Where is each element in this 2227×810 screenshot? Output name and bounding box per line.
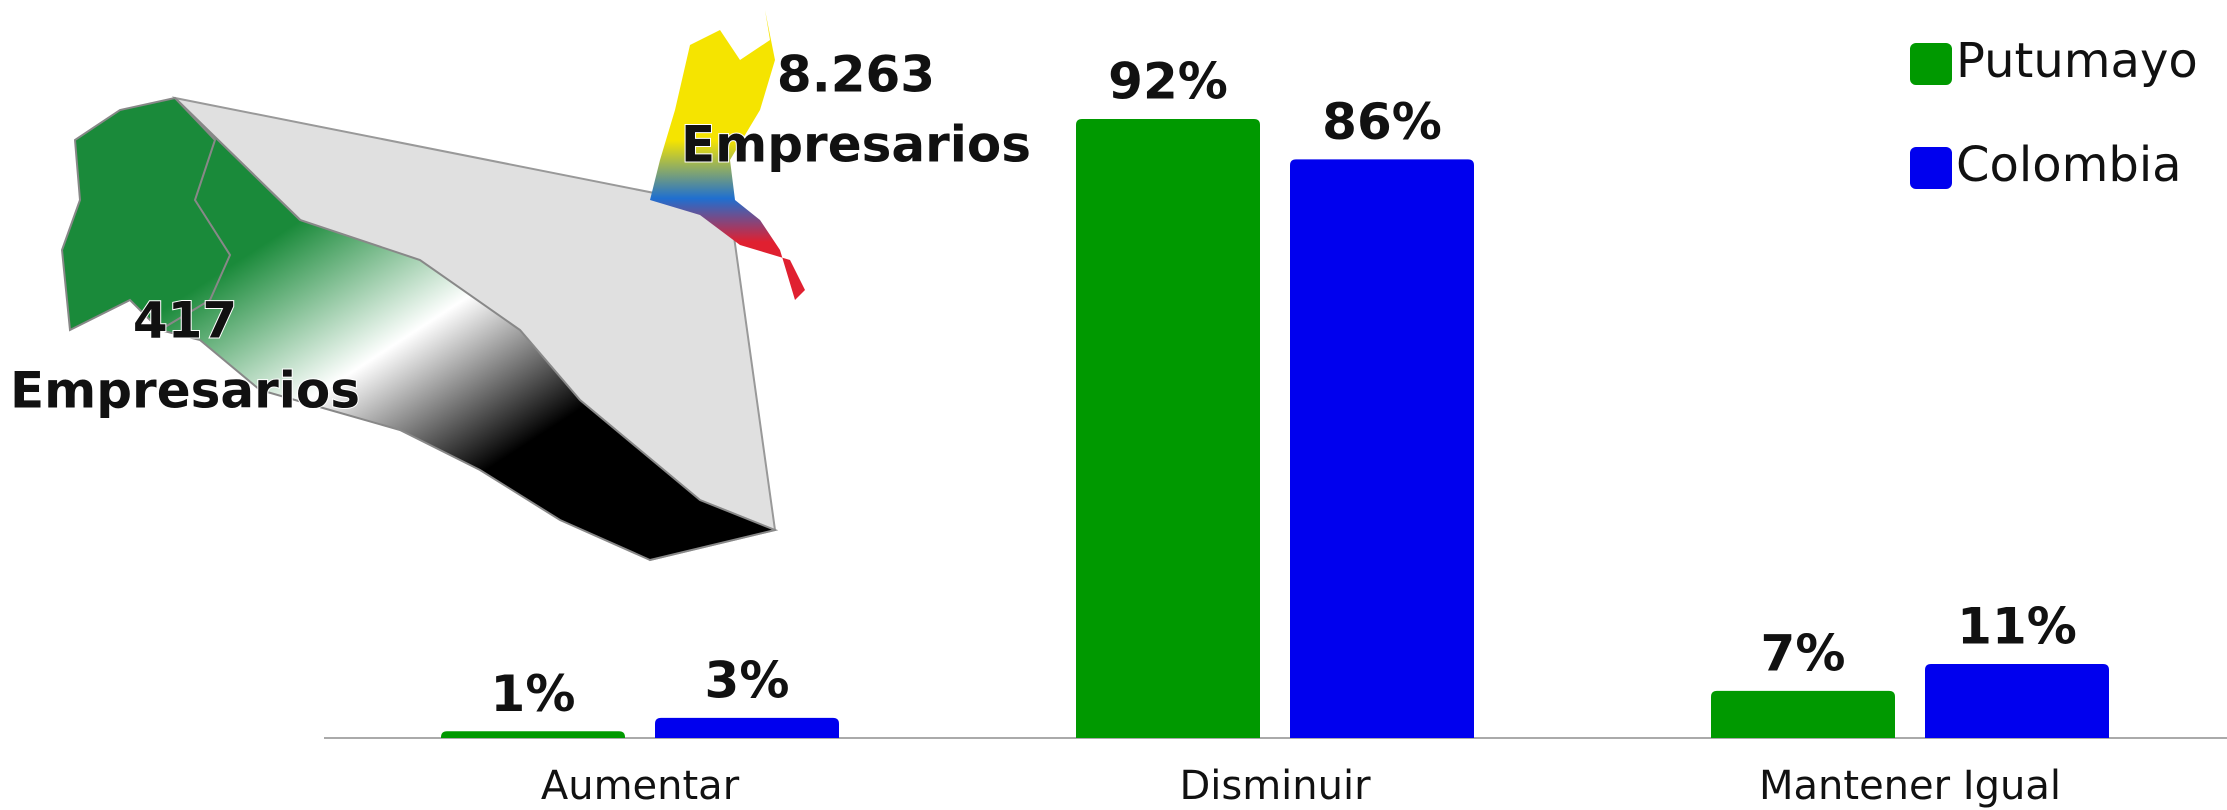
value-label: 7% [1761, 624, 1846, 682]
map-annotation: 8.263 [777, 46, 935, 104]
bar [655, 717, 839, 738]
map-illustration [60, 10, 805, 562]
map-annotation: Empresarios [681, 116, 1031, 174]
bar [1711, 690, 1895, 738]
legend-swatch [1910, 147, 1952, 189]
x-tick-label: Mantener Igual [1759, 763, 2061, 809]
bar [1290, 159, 1474, 738]
legend: Putumayo Colombia [1910, 33, 2198, 193]
legend-label: Colombia [1956, 137, 2182, 193]
bar [1076, 119, 1260, 738]
map-annotation: Empresarios [10, 362, 360, 420]
value-label: 1% [491, 665, 576, 723]
x-tick-label: Disminuir [1179, 763, 1371, 809]
bar [441, 731, 625, 738]
value-label: 86% [1322, 93, 1442, 151]
value-label: 11% [1957, 597, 2077, 655]
bar [1925, 663, 2109, 738]
map-annotation: 417 [133, 292, 237, 350]
legend-swatch [1910, 43, 1952, 85]
legend-label: Putumayo [1956, 33, 2198, 89]
value-label: 92% [1108, 53, 1228, 111]
x-tick-label: Aumentar [541, 763, 740, 809]
value-label: 3% [705, 651, 790, 709]
